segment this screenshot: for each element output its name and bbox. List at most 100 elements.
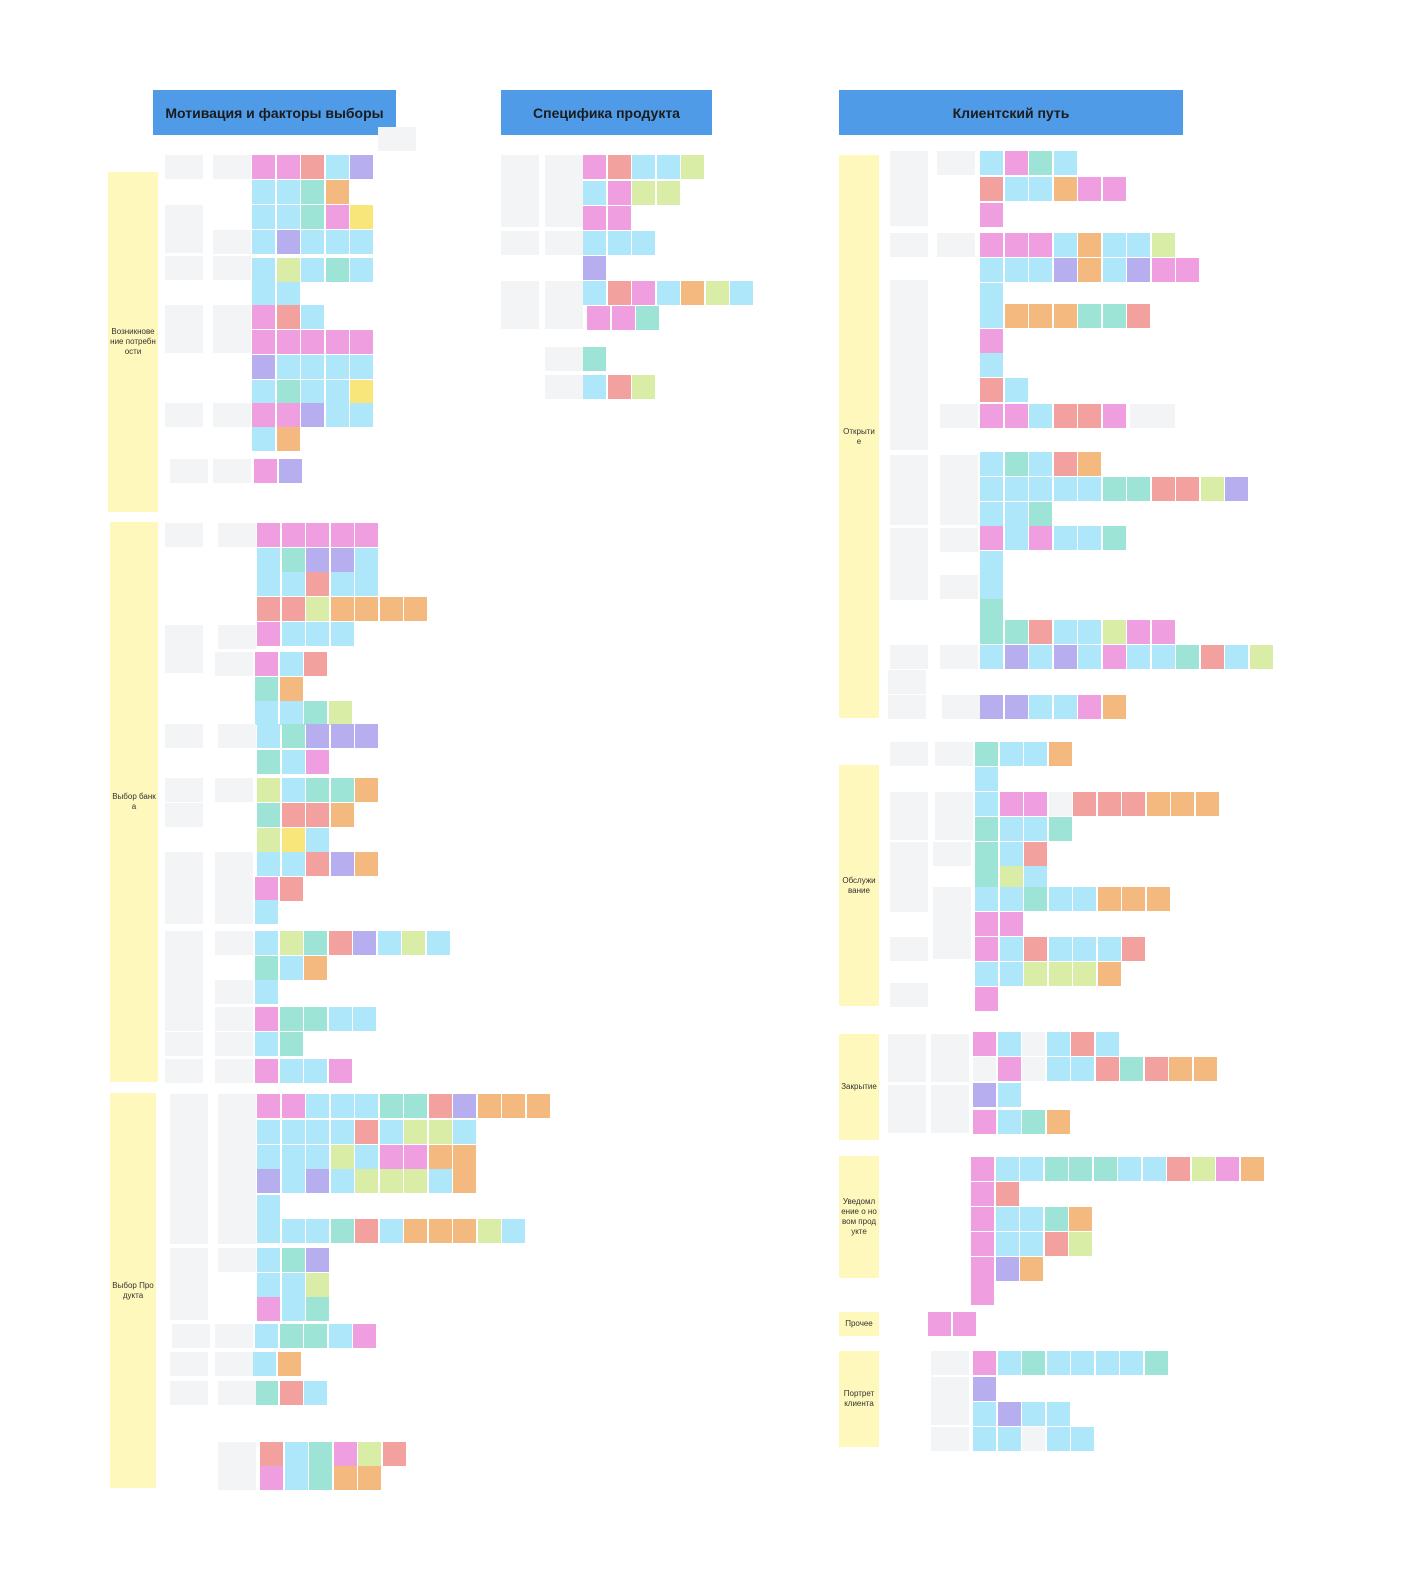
- sticky-note[interactable]: [975, 792, 998, 816]
- sticky-note[interactable]: [975, 962, 998, 986]
- sticky-note[interactable]: [279, 1381, 303, 1405]
- empty-card[interactable]: [545, 375, 583, 399]
- sticky-note[interactable]: [980, 477, 1003, 501]
- sticky-note[interactable]: [1078, 477, 1101, 501]
- sticky-note[interactable]: [1024, 792, 1047, 816]
- sticky-note[interactable]: [276, 380, 300, 404]
- sticky-note[interactable]: [325, 403, 349, 427]
- sticky-note[interactable]: [379, 1094, 403, 1118]
- sticky-note[interactable]: [328, 1007, 352, 1031]
- sticky-note[interactable]: [1102, 477, 1126, 501]
- sticky-note[interactable]: [1046, 1402, 1070, 1426]
- sticky-note[interactable]: [306, 1273, 329, 1297]
- sticky-note[interactable]: [1102, 620, 1126, 644]
- empty-card[interactable]: [931, 1034, 969, 1082]
- empty-card[interactable]: [940, 455, 978, 525]
- sticky-note[interactable]: [1071, 1057, 1094, 1081]
- sticky-note[interactable]: [1053, 452, 1077, 476]
- sticky-note[interactable]: [1095, 1057, 1119, 1081]
- sticky-note[interactable]: [257, 828, 280, 852]
- sticky-note[interactable]: [980, 151, 1003, 175]
- sticky-note[interactable]: [255, 1059, 278, 1083]
- sticky-note[interactable]: [1004, 526, 1028, 550]
- sticky-note[interactable]: [279, 931, 303, 955]
- empty-card[interactable]: [215, 1324, 253, 1348]
- sticky-note[interactable]: [1167, 1157, 1190, 1181]
- sticky-note[interactable]: [257, 1297, 280, 1321]
- sticky-note[interactable]: [1078, 645, 1101, 669]
- sticky-note[interactable]: [607, 231, 631, 255]
- sticky-note[interactable]: [1078, 304, 1101, 328]
- empty-card[interactable]: [170, 1094, 208, 1244]
- sticky-note[interactable]: [1069, 1207, 1092, 1231]
- sticky-note[interactable]: [328, 701, 352, 725]
- sticky-note[interactable]: [281, 572, 305, 596]
- sticky-note[interactable]: [301, 205, 324, 229]
- sticky-note[interactable]: [306, 724, 329, 748]
- sticky-note[interactable]: [350, 205, 373, 229]
- sticky-note[interactable]: [1024, 742, 1047, 766]
- sticky-note[interactable]: [1078, 404, 1101, 428]
- sticky-note[interactable]: [252, 305, 275, 329]
- sticky-note[interactable]: [404, 1169, 427, 1193]
- sticky-note[interactable]: [1029, 526, 1052, 550]
- sticky-note[interactable]: [330, 1145, 354, 1169]
- sticky-note[interactable]: [301, 230, 324, 254]
- sticky-note[interactable]: [328, 931, 352, 955]
- sticky-note[interactable]: [607, 375, 631, 399]
- sticky-note[interactable]: [255, 900, 278, 924]
- sticky-note[interactable]: [1048, 792, 1072, 816]
- sticky-note[interactable]: [1004, 502, 1028, 526]
- sticky-note[interactable]: [276, 355, 300, 379]
- sticky-note[interactable]: [973, 1110, 996, 1134]
- sticky-note[interactable]: [1078, 452, 1101, 476]
- sticky-note[interactable]: [355, 1094, 378, 1118]
- sticky-note[interactable]: [1020, 1257, 1043, 1281]
- sticky-note[interactable]: [1144, 1351, 1168, 1375]
- sticky-note[interactable]: [1127, 620, 1150, 644]
- empty-card[interactable]: [215, 931, 253, 955]
- sticky-note[interactable]: [301, 155, 324, 179]
- sticky-note[interactable]: [257, 523, 280, 547]
- sticky-note[interactable]: [1044, 1232, 1068, 1256]
- sticky-note[interactable]: [973, 1402, 996, 1426]
- sticky-note[interactable]: [350, 330, 373, 354]
- sticky-note[interactable]: [1024, 887, 1047, 911]
- sticky-note[interactable]: [1122, 937, 1145, 961]
- empty-card[interactable]: [890, 455, 928, 525]
- sticky-note[interactable]: [276, 205, 300, 229]
- sticky-note[interactable]: [1029, 177, 1052, 201]
- empty-card[interactable]: [890, 151, 928, 226]
- sticky-note[interactable]: [306, 523, 329, 547]
- sticky-note[interactable]: [301, 355, 324, 379]
- empty-card[interactable]: [213, 403, 251, 427]
- empty-card[interactable]: [215, 652, 253, 676]
- sticky-note[interactable]: [309, 1442, 332, 1466]
- sticky-note[interactable]: [1053, 645, 1077, 669]
- sticky-note[interactable]: [355, 548, 378, 572]
- sticky-note[interactable]: [330, 852, 354, 876]
- sticky-note[interactable]: [980, 551, 1003, 575]
- sticky-note[interactable]: [325, 180, 349, 204]
- sticky-note[interactable]: [279, 1032, 303, 1056]
- sticky-note[interactable]: [379, 1169, 403, 1193]
- sticky-note[interactable]: [257, 778, 280, 802]
- sticky-note[interactable]: [257, 1219, 280, 1243]
- sticky-note[interactable]: [997, 1351, 1021, 1375]
- sticky-note[interactable]: [980, 575, 1003, 599]
- sticky-note[interactable]: [355, 572, 378, 596]
- sticky-note[interactable]: [975, 817, 998, 841]
- sticky-note[interactable]: [255, 931, 278, 955]
- sticky-note[interactable]: [1029, 620, 1052, 644]
- sticky-note[interactable]: [583, 281, 606, 305]
- sticky-note[interactable]: [330, 803, 354, 827]
- empty-card[interactable]: [165, 403, 203, 427]
- sticky-note[interactable]: [279, 1059, 303, 1083]
- empty-card[interactable]: [165, 305, 203, 353]
- empty-card[interactable]: [213, 230, 251, 254]
- sticky-note[interactable]: [325, 155, 349, 179]
- sticky-note[interactable]: [1151, 620, 1175, 644]
- sticky-note[interactable]: [928, 1312, 951, 1336]
- sticky-note[interactable]: [325, 205, 349, 229]
- empty-card[interactable]: [501, 231, 539, 255]
